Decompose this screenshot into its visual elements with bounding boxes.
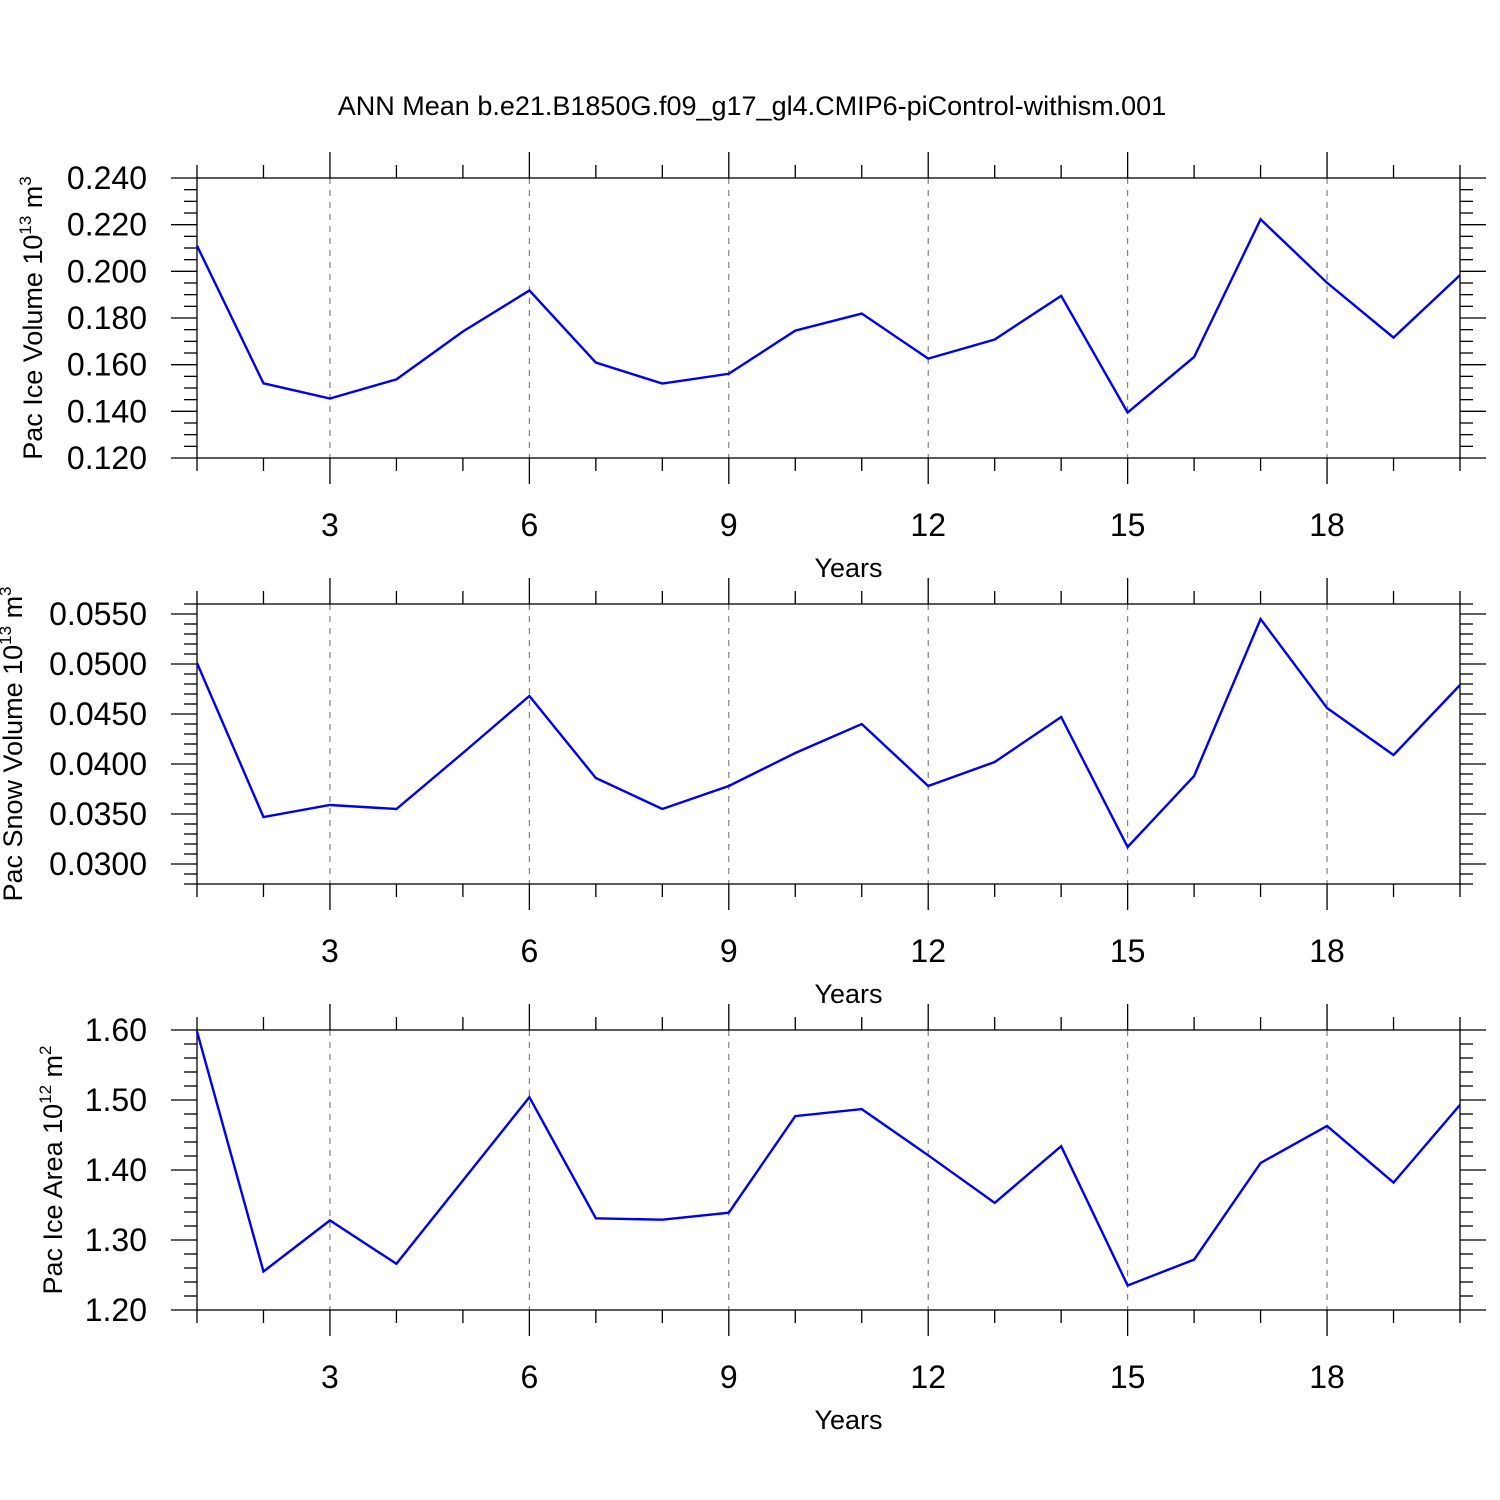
x-tick-label: 3 xyxy=(321,1359,339,1395)
y-tick-label: 0.0500 xyxy=(49,646,147,682)
y-tick-label: 0.220 xyxy=(67,207,147,243)
x-tick-label: 12 xyxy=(910,1359,946,1395)
y-tick-label: 1.20 xyxy=(85,1292,147,1328)
y-tick-label: 0.0400 xyxy=(49,746,147,782)
y-tick-label: 0.0550 xyxy=(49,596,147,632)
x-tick-label: 12 xyxy=(910,933,946,969)
x-tick-label: 18 xyxy=(1309,933,1345,969)
y-tick-label: 1.40 xyxy=(85,1152,147,1188)
x-tick-label: 15 xyxy=(1110,1359,1146,1395)
y-axis-label: Pac Snow Volume 1013 m3 xyxy=(0,586,28,901)
y-tick-label: 1.60 xyxy=(85,1012,147,1048)
x-tick-label: 3 xyxy=(321,507,339,543)
x-tick-label: 6 xyxy=(520,933,538,969)
panel-3: 3 6 9 12 15 18 1.20 1.30 1.40 1.50 1.60 Years Pac Ic… xyxy=(36,1004,1486,1435)
x-tick-label: 9 xyxy=(720,507,738,543)
panels: 3 6 9 12 15 18 0.120 0.140 0.160 0.180 0.200 0.220 0… xyxy=(0,152,1486,1435)
x-tick-label: 9 xyxy=(720,1359,738,1395)
series-line xyxy=(195,1031,1461,1288)
y-tick-label: 0.0450 xyxy=(49,696,147,732)
x-tick-label: 15 xyxy=(1110,507,1146,543)
x-tick-label: 18 xyxy=(1309,507,1345,543)
x-axis-label: Years xyxy=(814,553,882,583)
y-tick-label: 0.0300 xyxy=(49,846,147,882)
series-line xyxy=(195,616,1461,850)
x-axis-label: Years xyxy=(814,979,882,1009)
x-tick-label: 6 xyxy=(520,507,538,543)
x-tick-label: 3 xyxy=(321,933,339,969)
y-tick-label: 1.30 xyxy=(85,1222,147,1258)
y-axis-label: Pac Ice Area 1012 m2 xyxy=(36,1045,68,1294)
y-tick-label: 0.180 xyxy=(67,300,147,336)
x-tick-label: 9 xyxy=(720,933,738,969)
series-line xyxy=(195,217,1461,415)
y-tick-label: 0.120 xyxy=(67,440,147,476)
x-tick-label: 6 xyxy=(520,1359,538,1395)
x-tick-label: 18 xyxy=(1309,1359,1345,1395)
x-axis-label: Years xyxy=(814,1405,882,1435)
x-tick-label: 15 xyxy=(1110,933,1146,969)
y-tick-label: 0.0350 xyxy=(49,796,147,832)
y-tick-label: 0.200 xyxy=(67,253,147,289)
plot-frame xyxy=(196,177,1461,459)
x-tick-label: 12 xyxy=(910,507,946,543)
y-tick-label: 0.140 xyxy=(67,393,147,429)
y-axis-label: Pac Ice Volume 1013 m3 xyxy=(16,176,48,460)
plot-frame xyxy=(196,1029,1461,1311)
y-tick-label: 0.160 xyxy=(67,347,147,383)
y-tick-label: 1.50 xyxy=(85,1082,147,1118)
plot-frame xyxy=(196,603,1461,885)
panel-2: 3 6 9 12 15 18 0.0300 0.0350 0.0400 0.0450 0.0500 0… xyxy=(0,578,1486,1009)
y-tick-label: 0.240 xyxy=(67,160,147,196)
chart-title: ANN Mean b.e21.B1850G.f09_g17_gl4.CMIP6-… xyxy=(338,91,1166,121)
panel-1: 3 6 9 12 15 18 0.120 0.140 0.160 0.180 0.200 0.220 0… xyxy=(16,152,1486,583)
